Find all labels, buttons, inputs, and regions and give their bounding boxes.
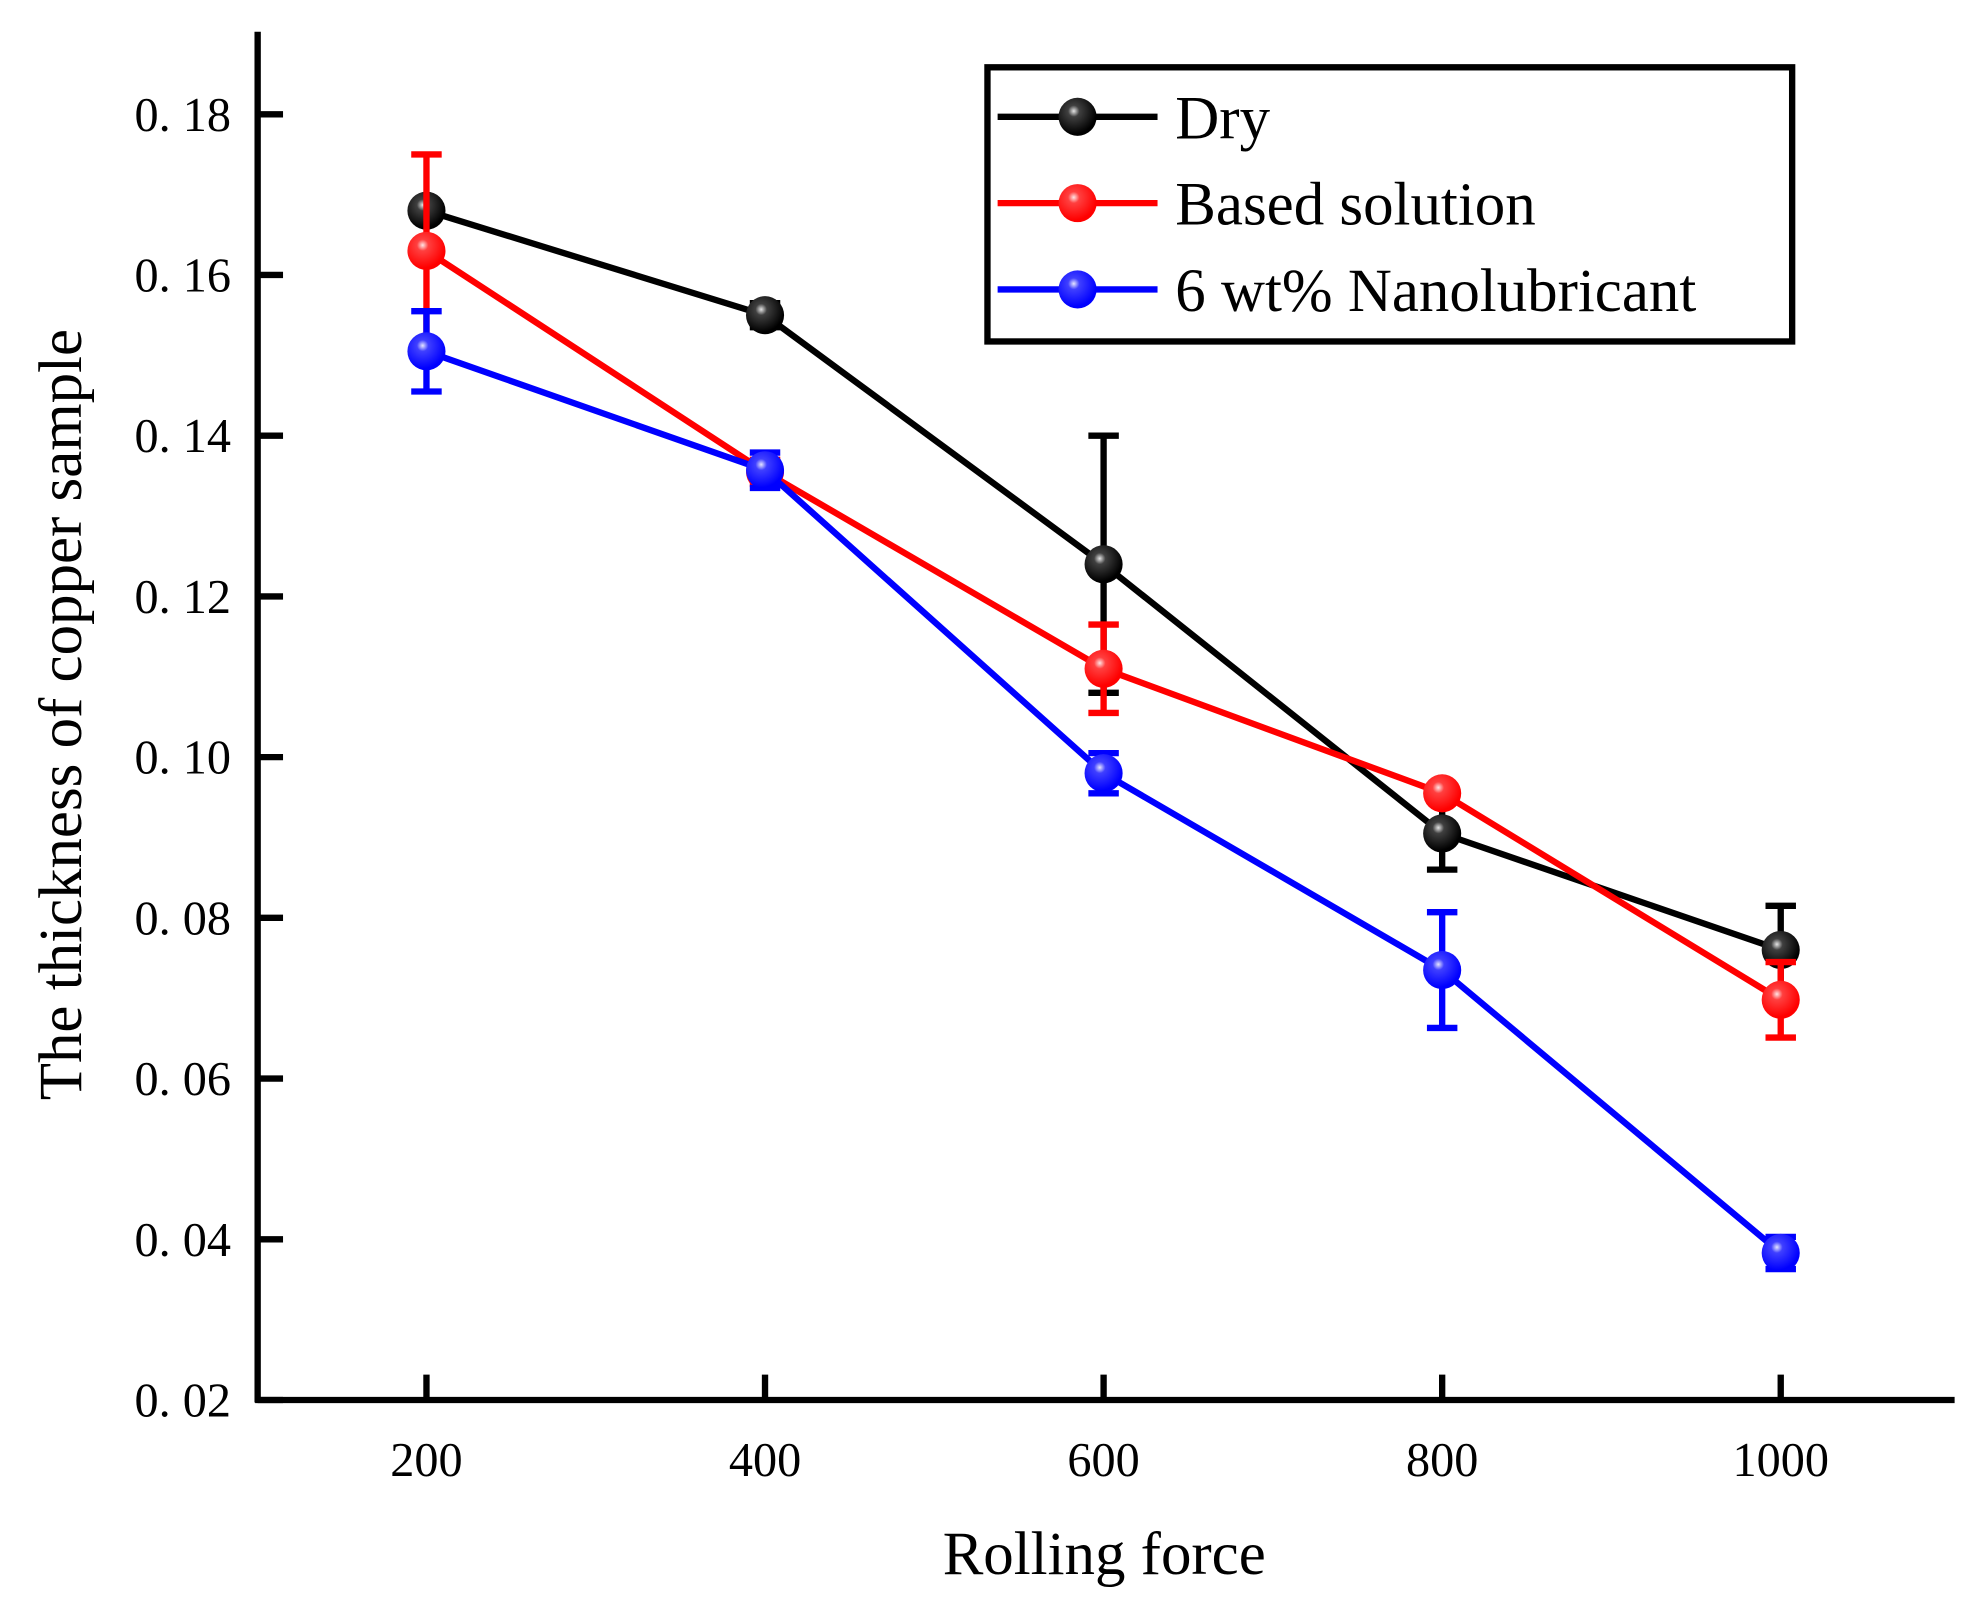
- plot-area: [407, 151, 1800, 1273]
- x-tick-label: 800: [1406, 1434, 1478, 1487]
- x-tick-label: 200: [390, 1434, 462, 1487]
- legend-marker-highlight: [1058, 184, 1097, 223]
- data-point-highlight: [1423, 951, 1462, 990]
- y-tick-label: 0. 16: [135, 249, 231, 302]
- y-tick-label: 0. 12: [135, 571, 231, 624]
- series-6-wt-nanolubricant: [407, 307, 1800, 1273]
- legend-marker-highlight: [1058, 97, 1097, 136]
- legend-label: 6 wt% Nanolubricant: [1175, 258, 1696, 325]
- data-point-highlight: [407, 332, 446, 371]
- y-tick-label: 0. 14: [135, 410, 231, 463]
- legend-label: Based solution: [1175, 172, 1535, 239]
- x-tick-label: 600: [1067, 1434, 1139, 1487]
- x-tick-label: 400: [729, 1434, 801, 1487]
- y-axis-label: The thickness of copper sample: [28, 329, 95, 1100]
- data-point-highlight: [745, 296, 785, 335]
- data-point-highlight: [745, 451, 785, 490]
- data-point-highlight: [1761, 1233, 1800, 1272]
- y-tick-label: 0. 04: [135, 1214, 231, 1267]
- legend: Dry Based solution 6 wt% Nanolubricant: [984, 64, 1796, 345]
- data-point-highlight: [1423, 814, 1462, 853]
- data-point-highlight: [1084, 754, 1123, 793]
- y-tick-label: 0. 06: [135, 1053, 231, 1106]
- y-tick-label: 0. 02: [135, 1375, 231, 1428]
- data-point-highlight: [1084, 649, 1123, 688]
- y-tick-label: 0. 08: [135, 892, 231, 945]
- y-tick-label: 0. 10: [135, 732, 231, 785]
- legend-label: Dry: [1175, 85, 1270, 152]
- data-point-highlight: [407, 231, 446, 270]
- y-tick-label: 0. 18: [135, 89, 231, 142]
- data-point-highlight: [1084, 545, 1123, 584]
- x-axis-label: Rolling force: [943, 1521, 1266, 1588]
- legend-marker-highlight: [1058, 270, 1097, 309]
- x-tick-label: 1000: [1733, 1434, 1829, 1487]
- data-point-highlight: [1761, 980, 1800, 1019]
- data-point-highlight: [1423, 774, 1462, 813]
